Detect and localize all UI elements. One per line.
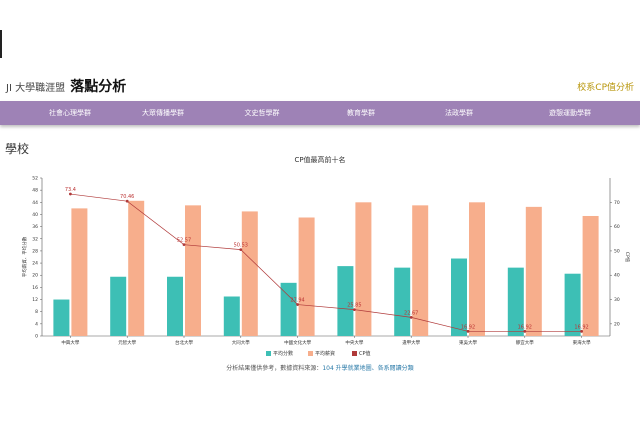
right-axis-title: CP值 [624, 252, 631, 263]
left-tick-label: 20 [32, 273, 38, 279]
cp-value-analysis-link[interactable]: 校系CP值分析 [577, 83, 634, 93]
nav-item-education[interactable]: 教育學群 [347, 109, 375, 117]
cp-value-line [70, 193, 582, 332]
left-tick-label: 0 [35, 334, 38, 340]
category-nav: 社會心理學群 大眾傳播學群 文史哲學群 教育學群 法政學群 遊憩運動學群 [0, 101, 640, 125]
bar-avg-salary [71, 208, 88, 336]
x-category-label: 東海大學 [573, 339, 591, 346]
right-tick-label: 70 [614, 200, 620, 206]
x-category-label: 逢甲大學 [402, 339, 420, 346]
footer-note: 分析結果僅供參考，數據資料來源：104 升學就業地圖、各系閱讀分類 [0, 363, 640, 372]
left-axis-title: 平均薪資、平均分數 [21, 236, 28, 277]
left-tick-label: 44 [32, 200, 38, 206]
bar-avg-score [394, 267, 411, 336]
cp-value-data-label: 25.85 [347, 303, 361, 309]
cp-value-data-label: 73.4 [65, 187, 76, 193]
x-category-label: 台北大學 [175, 339, 193, 346]
x-category-label: 中國文化大學 [284, 339, 311, 346]
cp-value-data-label: 16.92 [574, 324, 588, 330]
cp-value-point [182, 243, 186, 247]
cp-value-chart: CP值最高前十名04812162024283236404448522030405… [21, 155, 631, 357]
brand: JI 大學職涯盟 落點分析 [6, 76, 126, 96]
chart-title: CP值最高前十名 [294, 155, 345, 164]
cp-value-point [409, 315, 413, 319]
left-tick-label: 4 [35, 321, 38, 327]
cp-value-point [523, 329, 527, 333]
left-tick-label: 48 [32, 188, 38, 194]
right-tick-label: 20 [614, 321, 620, 327]
cp-value-point [580, 329, 583, 333]
left-tick-label: 24 [32, 261, 38, 267]
bar-avg-salary [355, 202, 372, 336]
x-category-label: 大同大學 [232, 339, 250, 346]
right-tick-label: 40 [614, 273, 620, 279]
bar-avg-salary [128, 200, 145, 336]
nav-item-mass-communication[interactable]: 大眾傳播學群 [142, 109, 184, 117]
x-category-label: 東吳大學 [459, 339, 477, 346]
x-category-label: 中興大學 [61, 339, 79, 346]
legend-label: 平均薪資 [315, 350, 335, 357]
left-tick-label: 28 [32, 248, 38, 254]
cp-value-point [239, 248, 243, 252]
bar-avg-score [451, 258, 467, 336]
legend-label: 平均分數 [273, 350, 293, 357]
right-tick-label: 50 [614, 248, 620, 254]
cp-value-data-label: 16.92 [461, 324, 475, 330]
bar-avg-salary [185, 205, 201, 336]
bar-avg-salary [525, 206, 542, 336]
x-category-label: 靜宜大學 [516, 339, 534, 346]
nav-item-recreation-sports[interactable]: 遊憩運動學群 [549, 109, 591, 117]
footer-source-link[interactable]: 104 升學就業地圖、各系閱讀分類 [322, 365, 414, 372]
bar-avg-salary [412, 205, 429, 336]
cp-value-point [466, 329, 470, 333]
nav-item-social-psychology[interactable]: 社會心理學群 [49, 109, 91, 117]
left-tick-label: 36 [32, 224, 38, 230]
page-title: 落點分析 [70, 79, 127, 95]
bar-avg-salary [582, 215, 599, 336]
cp-value-data-label: 70.46 [120, 194, 134, 200]
bar-avg-score [564, 273, 581, 336]
brand-prefix: JI 大學職涯盟 [6, 83, 66, 94]
bar-avg-score [223, 296, 240, 336]
left-tick-label: 16 [32, 285, 38, 291]
x-category-label: 元智大學 [118, 339, 136, 346]
left-tick-label: 8 [35, 309, 38, 315]
nav-item-literature-history-philosophy[interactable]: 文史哲學群 [244, 109, 280, 117]
cp-value-data-label: 52.57 [177, 238, 191, 244]
header: JI 大學職涯盟 落點分析 校系CP值分析 [0, 70, 640, 98]
bar-avg-score [53, 299, 70, 336]
cp-value-data-label: 22.67 [404, 310, 418, 316]
bar-avg-score [337, 266, 354, 336]
section-title: 學校 [5, 142, 30, 156]
bar-avg-score [167, 276, 183, 336]
bar-avg-score [110, 276, 127, 336]
left-tick-label: 40 [32, 212, 38, 218]
nav-item-law-politics[interactable]: 法政學群 [445, 109, 473, 117]
right-tick-label: 60 [614, 224, 620, 230]
cp-value-data-label: 27.94 [290, 298, 304, 304]
bar-avg-salary [469, 202, 485, 336]
left-tick-label: 32 [32, 236, 38, 242]
x-category-label: 中央大學 [345, 339, 363, 346]
left-tick-label: 12 [32, 297, 38, 303]
legend-swatch [352, 351, 357, 356]
footer-text: 分析結果僅供參考，數據資料來源： [226, 365, 323, 372]
bar-avg-score [280, 282, 297, 336]
cp-value-point [296, 303, 299, 306]
cp-value-data-label: 16.92 [518, 324, 532, 330]
cp-value-data-label: 50.53 [234, 243, 248, 249]
left-tick-label: 52 [32, 176, 38, 182]
legend-swatch [266, 351, 271, 356]
bar-avg-salary [298, 217, 315, 336]
legend-swatch [308, 351, 313, 356]
cp-value-point [125, 199, 129, 203]
legend-label: CP值 [359, 350, 371, 357]
bar-avg-salary [241, 211, 258, 336]
window-edge [0, 30, 2, 58]
cp-value-point [353, 308, 356, 312]
cp-value-point [69, 192, 72, 196]
right-tick-label: 30 [614, 297, 620, 303]
bar-avg-score [507, 267, 524, 336]
